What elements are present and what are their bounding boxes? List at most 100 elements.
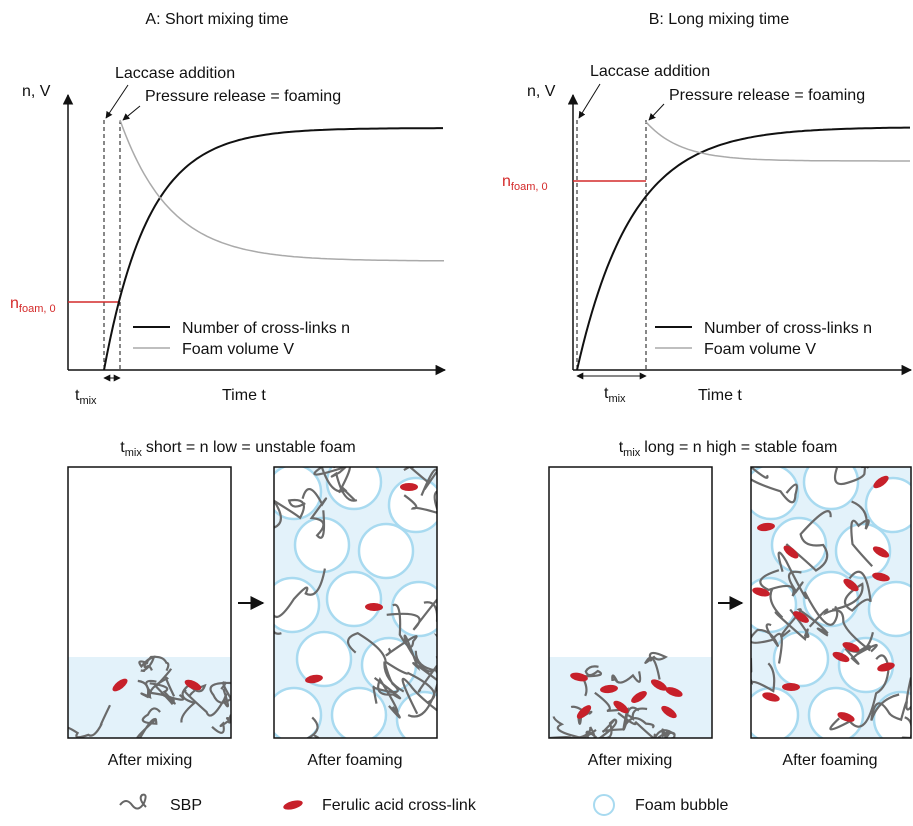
sbp-strand [870,693,908,722]
crosslink [305,674,323,684]
y-label: n, V [22,83,51,100]
bubble [390,580,437,638]
caption-sub: mix [125,447,143,459]
sbp-strand [759,569,804,597]
sbp-strand [301,488,328,539]
crosslink [832,651,850,663]
crosslink [400,483,418,491]
box-content [751,467,911,738]
crosslink [762,692,780,702]
caption-sub: mix [623,447,641,459]
sbp-strand [209,681,231,704]
pointer [578,83,601,119]
crosslink [112,678,128,692]
legend-text: Ferulic acid cross-link [322,797,477,814]
sbp-strand [313,467,356,501]
bubble [325,467,383,511]
crosslink-curve [576,126,910,371]
box-content [274,467,437,738]
sbp-strand [644,651,668,680]
bubble [867,580,911,638]
panel-a: A: Short mixing time n, V Laccase additi… [10,11,447,769]
crosslink [843,578,859,592]
n-foam-sub: foam, 0 [19,303,56,315]
sbp-strand [372,661,405,704]
boxes [67,466,912,739]
crosslink [872,546,890,558]
tmix-main: t [604,385,609,402]
sbp-strand [138,655,156,672]
sbp-strand [211,714,231,734]
sbp-strand [135,707,161,738]
n-foam-label: nfoam, 0 [10,295,56,315]
caption-main: t [120,439,125,456]
sbp-strand [653,728,676,738]
n-foam-main: n [502,173,511,190]
crosslink [783,545,799,559]
sbp-strand [274,568,326,635]
box-content [549,651,712,738]
pointer [122,105,141,121]
caption-rest: long = n high = stable foam [644,439,837,456]
legend: SBP Ferulic acid cross-link Foam bubble [119,793,728,816]
caption-main: t [619,439,624,456]
sbp-strand [617,712,675,738]
crosslink [665,687,683,697]
n-foam-main: n [10,295,19,312]
sbp-strand [833,467,870,486]
bubble [864,476,911,534]
tmix-sub: mix [79,395,97,407]
sbp-strand [183,688,230,717]
crosslink [570,672,588,682]
crosslink-icon [283,800,303,810]
box-content [68,655,231,738]
bubble [274,467,323,521]
legend-text: SBP [170,797,202,814]
liquid [549,657,712,738]
sbp-strand [149,682,185,705]
x-label: Time t [698,387,742,404]
laccase-label: Laccase addition [590,63,710,80]
title: A: Short mixing time [145,11,288,28]
tmix-sub: mix [608,393,626,405]
sbp-strand [751,467,798,504]
tmix-label: tmix [604,385,626,405]
box-frame [750,466,912,739]
x-label: Time t [222,387,266,404]
pressure-label: Pressure release = foaming [145,88,341,105]
sbp-strand [831,570,872,612]
sbp-strand [414,633,437,675]
sbp-strand [829,654,890,731]
crosslink [782,682,800,692]
legend-text: Foam volume V [182,341,294,358]
legend-text: Foam volume V [704,341,816,358]
sbp-strand [403,490,437,514]
crosslink [661,705,677,719]
crosslink [842,642,860,652]
crosslink [365,602,383,612]
tmix-label: tmix [75,387,97,407]
crosslink [873,475,889,489]
bubble [802,467,860,511]
sbp-strand [579,665,603,697]
sbp-strand [625,707,655,729]
sbp-strand [751,623,783,664]
box-label: After mixing [108,752,192,769]
bubble [387,476,437,534]
crosslink-curve [103,127,443,371]
bubble [330,686,388,738]
sbp-strand [385,603,418,657]
caption-rest: short = n low = unstable foam [146,439,356,456]
crosslink [650,679,668,691]
pointer [648,103,665,121]
bubble [325,570,383,628]
sbp-strand [611,671,642,684]
panel-b: B: Long mixing time n, V Laccase additio… [502,11,913,769]
sbp-strand [306,716,329,738]
foam-curve [119,119,444,262]
sbp-strand [274,498,306,529]
crosslink [837,712,855,722]
box-label: After mixing [588,752,672,769]
